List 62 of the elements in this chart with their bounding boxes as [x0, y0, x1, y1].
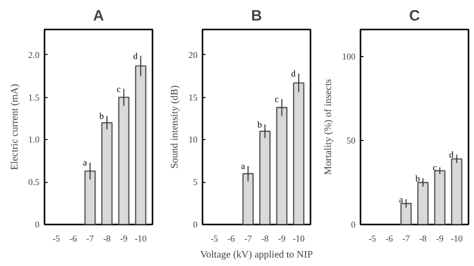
- x-tick-label: -7: [402, 234, 410, 244]
- x-tick-label: -7: [244, 234, 252, 244]
- chart-title: C: [409, 8, 420, 24]
- x-tick-label: -6: [227, 234, 236, 244]
- bar: [135, 65, 146, 224]
- x-tick-label: -10: [134, 234, 148, 244]
- annotation: a: [241, 161, 246, 171]
- bar: [259, 130, 271, 224]
- y-tick-label: 10: [188, 134, 198, 145]
- y-tick-label: 0: [351, 220, 356, 230]
- x-tick-label: -8: [103, 234, 112, 244]
- x-tick-label: -9: [278, 234, 286, 244]
- x-tick-label: -5: [52, 234, 61, 244]
- x-tick-label: -7: [86, 234, 94, 244]
- x-tick-label: -5: [210, 234, 219, 244]
- x-tick-label: -8: [261, 234, 270, 244]
- y-tick-label: 0: [35, 220, 40, 230]
- annotation: d: [133, 50, 138, 61]
- bar: [293, 82, 304, 224]
- x-axis-title: Voltage (kV) applied to NIP: [200, 250, 314, 260]
- x-tick-label: -10: [450, 234, 464, 244]
- bar: [101, 122, 113, 224]
- x-tick-label: -9: [120, 234, 128, 244]
- x-tick-label: -8: [419, 234, 428, 244]
- annotation: b: [257, 119, 262, 130]
- y-tick-label: 1.5: [28, 92, 40, 102]
- y-tick-label: 100: [342, 51, 356, 62]
- x-tick-label: -6: [69, 234, 78, 244]
- y-tick-label: 0: [193, 220, 198, 230]
- y-axis-title: Electric current (mA): [9, 84, 20, 170]
- y-tick-label: 15: [188, 92, 198, 102]
- y-tick-label: 1.0: [28, 134, 40, 145]
- annotation: b: [415, 173, 420, 184]
- x-tick-label: -9: [436, 234, 444, 244]
- bar: [417, 182, 429, 224]
- annotation: c: [274, 94, 279, 104]
- bar: [451, 158, 462, 224]
- chart-title: A: [93, 8, 104, 24]
- y-tick-label: 20: [188, 50, 198, 60]
- bar: [434, 170, 446, 224]
- bar: [118, 96, 130, 224]
- x-tick-label: -6: [385, 234, 394, 244]
- x-tick-label: -5: [368, 234, 377, 244]
- bar: [84, 170, 96, 224]
- chart-title: B: [251, 8, 262, 24]
- annotation: b: [99, 110, 104, 121]
- annotation: c: [432, 162, 437, 172]
- y-tick-label: 2.0: [28, 50, 40, 60]
- annotation: d: [291, 68, 296, 79]
- annotation: d: [449, 150, 454, 160]
- x-tick-label: -10: [292, 234, 306, 244]
- y-axis-title: Sound intensity (dB): [170, 85, 180, 169]
- bar: [276, 106, 288, 224]
- y-tick-label: 50: [346, 135, 356, 146]
- bar: [400, 202, 412, 224]
- y-tick-label: 0.5: [28, 177, 40, 188]
- annotation: a: [83, 158, 88, 168]
- annotation: a: [399, 194, 404, 204]
- bar: [242, 173, 254, 224]
- annotation: c: [116, 84, 121, 94]
- y-tick-label: 5: [193, 177, 198, 188]
- y-axis-title: Mortality (%) of insects: [323, 78, 334, 175]
